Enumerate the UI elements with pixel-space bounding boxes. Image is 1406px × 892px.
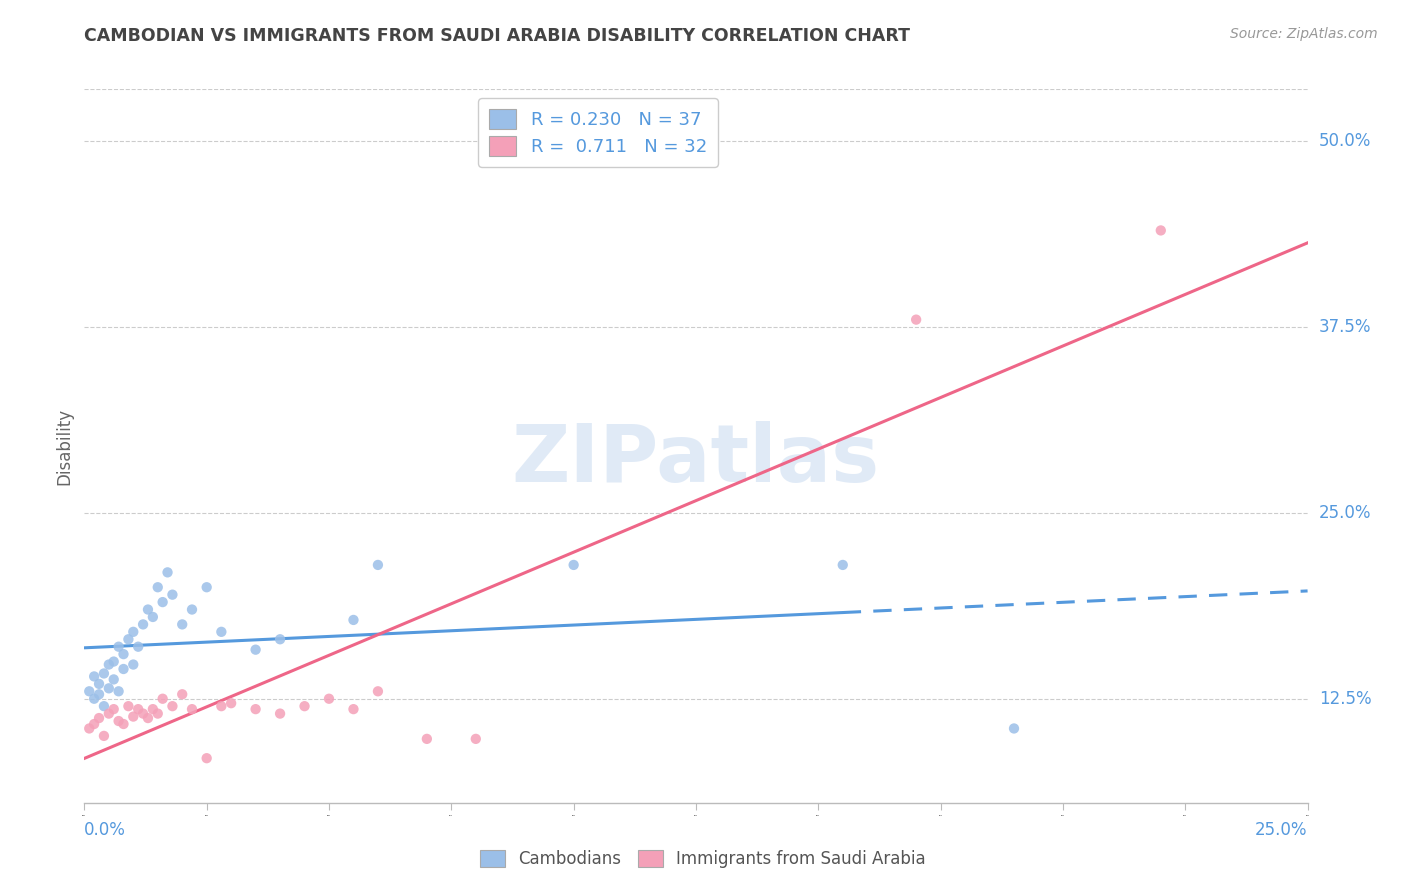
Point xyxy=(1002,722,1025,736)
Point xyxy=(87,677,110,691)
Point xyxy=(107,714,129,728)
Point xyxy=(103,702,125,716)
Point xyxy=(107,684,129,698)
Point xyxy=(269,706,291,721)
Point xyxy=(209,699,232,714)
Point xyxy=(269,632,291,647)
Point xyxy=(117,699,139,714)
Point xyxy=(1150,223,1173,237)
Point xyxy=(83,691,105,706)
Point xyxy=(97,681,120,696)
Point xyxy=(342,702,364,716)
Point xyxy=(367,684,389,698)
Point xyxy=(181,602,204,616)
Text: ZIPatlas: ZIPatlas xyxy=(512,421,880,500)
Point xyxy=(367,558,389,572)
Point xyxy=(112,717,135,731)
Point xyxy=(93,666,115,681)
Point xyxy=(83,669,105,683)
Point xyxy=(103,655,125,669)
Point xyxy=(77,684,100,698)
Point xyxy=(142,702,165,716)
Point xyxy=(127,702,149,716)
Point xyxy=(97,706,120,721)
Text: Source: ZipAtlas.com: Source: ZipAtlas.com xyxy=(1230,27,1378,41)
Point xyxy=(112,647,135,661)
Text: 50.0%: 50.0% xyxy=(1319,132,1371,150)
Point xyxy=(162,588,184,602)
Point xyxy=(112,662,135,676)
Point xyxy=(245,642,267,657)
Point xyxy=(156,566,179,580)
Point xyxy=(146,580,169,594)
Point xyxy=(87,711,110,725)
Point xyxy=(464,731,486,746)
Point xyxy=(136,711,159,725)
Point xyxy=(103,673,125,687)
Text: 0.0%: 0.0% xyxy=(84,821,127,838)
Text: 25.0%: 25.0% xyxy=(1256,821,1308,838)
Point xyxy=(117,632,139,647)
Point xyxy=(152,595,174,609)
Point xyxy=(219,696,242,710)
Point xyxy=(142,610,165,624)
Point xyxy=(122,709,145,723)
Point xyxy=(93,699,115,714)
Legend: R = 0.230   N = 37, R =  0.711   N = 32: R = 0.230 N = 37, R = 0.711 N = 32 xyxy=(478,98,718,167)
Point xyxy=(245,702,267,716)
Point xyxy=(152,691,174,706)
Text: CAMBODIAN VS IMMIGRANTS FROM SAUDI ARABIA DISABILITY CORRELATION CHART: CAMBODIAN VS IMMIGRANTS FROM SAUDI ARABI… xyxy=(84,27,910,45)
Point xyxy=(172,617,194,632)
Text: 37.5%: 37.5% xyxy=(1319,318,1371,336)
Point xyxy=(83,717,105,731)
Text: 25.0%: 25.0% xyxy=(1319,504,1371,522)
Point xyxy=(136,602,159,616)
Point xyxy=(416,731,439,746)
Point xyxy=(318,691,340,706)
Text: 12.5%: 12.5% xyxy=(1319,690,1371,707)
Point xyxy=(209,624,232,639)
Point xyxy=(107,640,129,654)
Point xyxy=(181,702,204,716)
Y-axis label: Disability: Disability xyxy=(55,408,73,484)
Point xyxy=(122,624,145,639)
Point xyxy=(132,617,155,632)
Point xyxy=(294,699,316,714)
Point xyxy=(831,558,853,572)
Point xyxy=(132,706,155,721)
Point xyxy=(93,729,115,743)
Point xyxy=(562,558,585,572)
Point xyxy=(122,657,145,672)
Point xyxy=(162,699,184,714)
Point xyxy=(146,706,169,721)
Point xyxy=(127,640,149,654)
Legend: Cambodians, Immigrants from Saudi Arabia: Cambodians, Immigrants from Saudi Arabia xyxy=(474,843,932,875)
Point xyxy=(342,613,364,627)
Point xyxy=(87,687,110,701)
Point xyxy=(77,722,100,736)
Point xyxy=(905,312,928,326)
Point xyxy=(195,580,218,594)
Point xyxy=(195,751,218,765)
Point xyxy=(172,687,194,701)
Point xyxy=(97,657,120,672)
